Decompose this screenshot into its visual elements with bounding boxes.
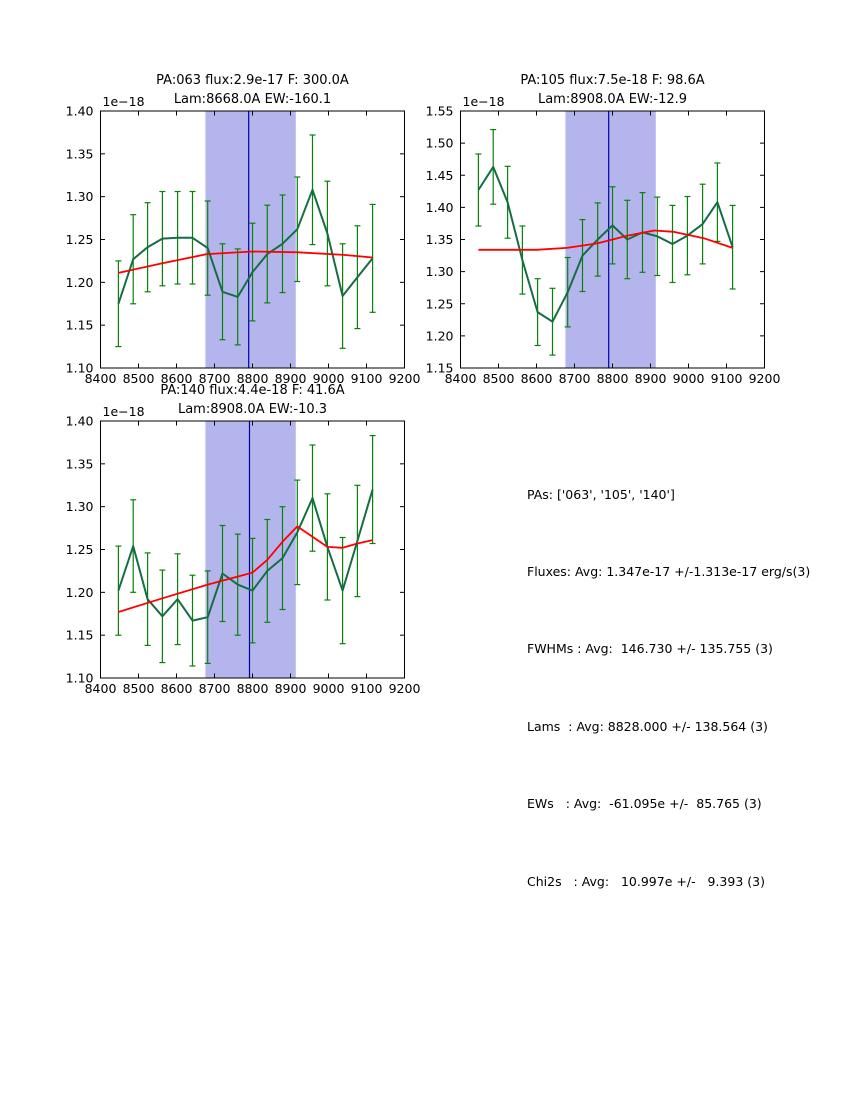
y-tick-label: 1.20 bbox=[66, 585, 94, 600]
x-tick-label: 8500 bbox=[483, 371, 515, 386]
x-tick-label: 8600 bbox=[521, 371, 553, 386]
y-tick-label: 1.30 bbox=[426, 264, 454, 279]
stats-line-fwhms: FWHMs : Avg: 146.730 +/- 135.755 (3) bbox=[527, 641, 773, 657]
x-tick-label: 8700 bbox=[199, 681, 231, 696]
plot-title-line1: PA:105 flux:7.5e-18 F: 98.6A bbox=[520, 73, 704, 88]
y-tick-label: 1.15 bbox=[66, 318, 94, 333]
plot-title-line2: Lam:8908.0A EW:-12.9 bbox=[538, 92, 687, 107]
x-tick-label: 9100 bbox=[351, 371, 383, 386]
x-tick-label: 8500 bbox=[123, 681, 155, 696]
x-axis: 8400 8500 8600 8700 8800 8900 9000 9100 9200 bbox=[85, 111, 421, 386]
y-tick-label: 1.10 bbox=[66, 361, 94, 376]
y-tick-label: 1.20 bbox=[66, 275, 94, 290]
subplot-pa105: 8400 8500 8600 8700 8800 8900 9000 9100 92001.15… bbox=[426, 73, 781, 386]
y-tick-label: 1.35 bbox=[66, 456, 94, 471]
stats-line-ews: EWs : Avg: -61.095e +/- 85.765 (3) bbox=[527, 796, 762, 812]
y-offset-label: 1e−18 bbox=[463, 94, 505, 109]
y-tick-label: 1.55 bbox=[426, 104, 454, 119]
x-tick-label: 9000 bbox=[673, 371, 705, 386]
x-tick-label: 9100 bbox=[351, 681, 383, 696]
x-tick-label: 8800 bbox=[237, 371, 269, 386]
y-tick-label: 1.35 bbox=[426, 232, 454, 247]
stats-line-chi2s: Chi2s : Avg: 10.997e +/- 9.393 (3) bbox=[527, 873, 765, 889]
y-tick-label: 1.40 bbox=[66, 104, 94, 119]
y-tick-label: 1.25 bbox=[66, 542, 94, 557]
x-tick-label: 8900 bbox=[275, 371, 307, 386]
y-tick-label: 1.25 bbox=[66, 232, 94, 247]
y-axis: 1.15 1.20 1.25 1.30 1.35 1.40 1.45 1.50 1.55 bbox=[426, 104, 765, 376]
plot-title-line1: PA:140 flux:4.4e-18 F: 41.6A bbox=[160, 383, 344, 398]
y-offset-label: 1e−18 bbox=[103, 94, 145, 109]
x-tick-label: 8400 bbox=[85, 681, 117, 696]
x-tick-label: 8400 bbox=[445, 371, 477, 386]
y-tick-label: 1.15 bbox=[66, 628, 94, 643]
y-tick-label: 1.40 bbox=[426, 200, 454, 215]
fit-window-band bbox=[205, 111, 296, 368]
stats-line-lams: Lams : Avg: 8828.000 +/- 138.564 (3) bbox=[527, 718, 768, 734]
x-tick-label: 8600 bbox=[161, 681, 193, 696]
stats-line-fluxes: Fluxes: Avg: 1.347e-17 +/-1.313e-17 erg/… bbox=[527, 563, 811, 579]
x-tick-label: 8500 bbox=[123, 371, 155, 386]
y-axis: 1.10 1.15 1.20 1.25 1.30 1.35 1.40 bbox=[66, 104, 405, 376]
x-tick-label: 9000 bbox=[313, 681, 345, 696]
model-line bbox=[118, 525, 373, 613]
x-tick-label: 9200 bbox=[749, 371, 781, 386]
fit-window-band bbox=[205, 421, 296, 678]
x-tick-label: 9200 bbox=[389, 371, 421, 386]
x-tick-label: 8800 bbox=[237, 681, 269, 696]
y-tick-label: 1.50 bbox=[426, 136, 454, 151]
x-tick-label: 8900 bbox=[635, 371, 667, 386]
y-tick-label: 1.20 bbox=[426, 328, 454, 343]
x-tick-label: 8700 bbox=[559, 371, 591, 386]
y-tick-label: 1.30 bbox=[66, 499, 94, 514]
y-tick-label: 1.30 bbox=[66, 189, 94, 204]
model-line bbox=[118, 250, 373, 274]
plot-title-line2: Lam:8668.0A EW:-160.1 bbox=[174, 92, 331, 107]
model-line bbox=[478, 229, 733, 251]
y-offset-label: 1e−18 bbox=[103, 404, 145, 419]
y-tick-label: 1.15 bbox=[426, 361, 454, 376]
x-tick-label: 8800 bbox=[597, 371, 629, 386]
x-tick-label: 8400 bbox=[85, 371, 117, 386]
stats-line-pas: PAs: ['063', '105', '140'] bbox=[527, 486, 675, 502]
x-tick-label: 8700 bbox=[199, 371, 231, 386]
y-tick-label: 1.25 bbox=[426, 296, 454, 311]
subplot-pa063: 8400 8500 8600 8700 8800 8900 9000 9100 92001.10… bbox=[66, 73, 421, 386]
x-tick-label: 9200 bbox=[389, 681, 421, 696]
plot-title-line1: PA:063 flux:2.9e-17 F: 300.0A bbox=[156, 73, 349, 88]
y-tick-label: 1.10 bbox=[66, 671, 94, 686]
x-tick-label: 8900 bbox=[275, 681, 307, 696]
x-tick-label: 9100 bbox=[711, 371, 743, 386]
y-axis: 1.10 1.15 1.20 1.25 1.30 1.35 1.40 bbox=[66, 414, 405, 686]
subplot-pa140: 8400 8500 8600 8700 8800 8900 9000 9100 92001.10… bbox=[66, 383, 421, 696]
flux-line bbox=[117, 489, 374, 622]
x-axis: 8400 8500 8600 8700 8800 8900 9000 9100 9200 bbox=[85, 421, 421, 696]
y-tick-label: 1.40 bbox=[66, 414, 94, 429]
y-tick-label: 1.45 bbox=[426, 168, 454, 183]
plot-title-line2: Lam:8908.0A EW:-10.3 bbox=[178, 402, 327, 417]
x-axis: 8400 8500 8600 8700 8800 8900 9000 9100 9200 bbox=[445, 111, 781, 386]
x-tick-label: 9000 bbox=[313, 371, 345, 386]
y-tick-label: 1.35 bbox=[66, 146, 94, 161]
flux-line bbox=[117, 188, 374, 305]
stats-panel: PAs: ['063', '105', '140'] Fluxes: Avg: … bbox=[527, 430, 810, 946]
x-tick-label: 8600 bbox=[161, 371, 193, 386]
